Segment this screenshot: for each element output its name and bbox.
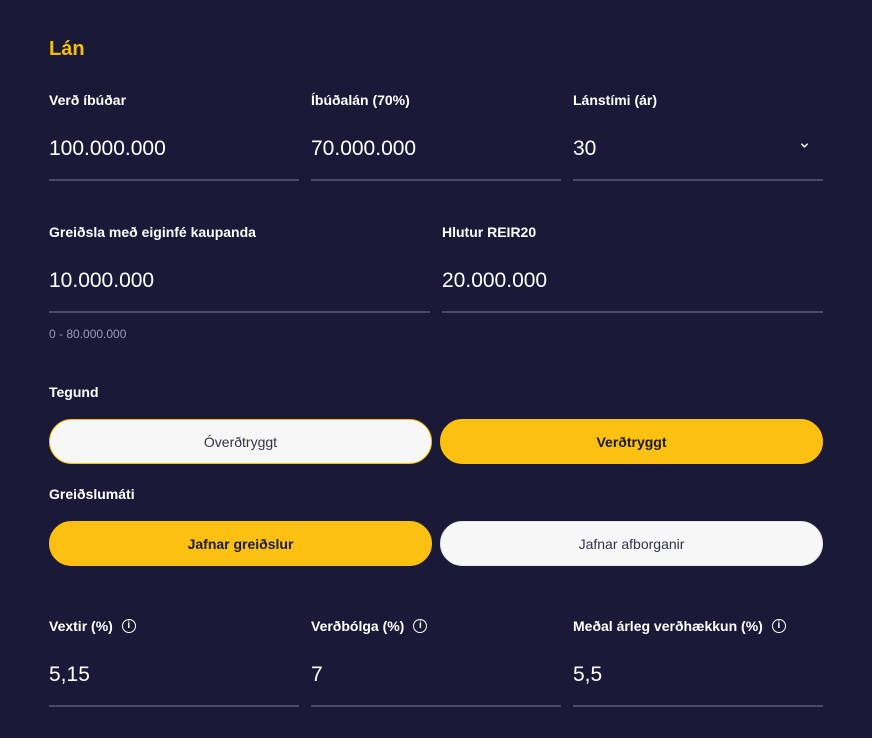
home-price-label: Verð íbúðar [49, 92, 127, 108]
home-price-input[interactable]: 100.000.000 [49, 137, 166, 160]
home-price-underline [49, 179, 299, 181]
reir-share-input[interactable]: 20.000.000 [442, 269, 548, 292]
payment-method-label: Greiðslumáti [49, 486, 135, 502]
payment-method-toggle: Jafnar greiðslur Jafnar afborganir [49, 521, 823, 566]
interest-input[interactable]: 5,15 [49, 663, 90, 686]
equity-payment-input[interactable]: 10.000.000 [49, 269, 155, 292]
inflation-underline [311, 705, 561, 707]
mortgage-field: Íbúðalán (70%) 70.000.000 [311, 91, 561, 181]
inflation-label: Verðbólga (%) [311, 618, 405, 634]
info-icon[interactable]: i [771, 619, 786, 633]
reir-share-underline [442, 311, 823, 313]
interest-label: Vextir (%) [49, 618, 113, 634]
info-icon[interactable]: i [121, 619, 136, 633]
equal-installments-button[interactable]: Jafnar afborganir [440, 521, 823, 566]
loan-term-field[interactable]: Lánstími (ár) 30 [573, 91, 823, 181]
equity-payment-field: Greiðsla með eiginfé kaupanda 10.000.000 [49, 223, 430, 313]
interest-field: Vextir (%) i 5,15 [49, 617, 299, 707]
price-growth-label-row: Meðal árleg verðhækkun (%) i [573, 617, 823, 635]
equity-payment-label: Greiðsla með eiginfé kaupanda [49, 224, 256, 240]
price-growth-underline [573, 705, 823, 707]
loan-term-label: Lánstími (ár) [573, 92, 658, 108]
inflation-label-row: Verðbólga (%) i [311, 617, 561, 635]
reir-share-field: Hlutur REIR20 20.000.000 [442, 223, 823, 313]
price-growth-label: Meðal árleg verðhækkun (%) [573, 618, 763, 634]
section-title: Lán [49, 38, 85, 60]
inflation-input[interactable]: 7 [311, 663, 323, 686]
inflation-field: Verðbólga (%) i 7 [311, 617, 561, 707]
home-price-field: Verð íbúðar 100.000.000 [49, 91, 299, 181]
type-toggle: Óverðtryggt Verðtryggt [49, 419, 823, 464]
interest-label-row: Vextir (%) i [49, 617, 299, 635]
reir-share-label: Hlutur REIR20 [442, 224, 537, 240]
price-growth-field: Meðal árleg verðhækkun (%) i 5,5 [573, 617, 823, 707]
price-growth-input[interactable]: 5,5 [573, 663, 603, 686]
info-icon[interactable]: i [413, 619, 428, 633]
chevron-down-icon[interactable] [800, 141, 809, 150]
rates-inputs-row: Vextir (%) i 5,15 Verðbólga (%) i 7 Meða… [49, 617, 823, 707]
equity-payment-underline [49, 311, 430, 313]
loan-term-underline [573, 179, 823, 181]
indexed-button[interactable]: Verðtryggt [440, 419, 823, 464]
equity-inputs-row: Greiðsla með eiginfé kaupanda 10.000.000… [49, 223, 823, 313]
non-indexed-button[interactable]: Óverðtryggt [49, 419, 432, 464]
loan-term-select[interactable]: 30 [573, 137, 597, 160]
type-label: Tegund [49, 384, 99, 400]
mortgage-input[interactable]: 70.000.000 [311, 137, 417, 160]
equity-range-hint: 0 - 80.000.000 [49, 327, 127, 341]
loan-inputs-row: Verð íbúðar 100.000.000 Íbúðalán (70%) 7… [49, 91, 823, 181]
mortgage-label: Íbúðalán (70%) [311, 92, 410, 108]
mortgage-underline [311, 179, 561, 181]
interest-underline [49, 705, 299, 707]
equal-payments-button[interactable]: Jafnar greiðslur [49, 521, 432, 566]
